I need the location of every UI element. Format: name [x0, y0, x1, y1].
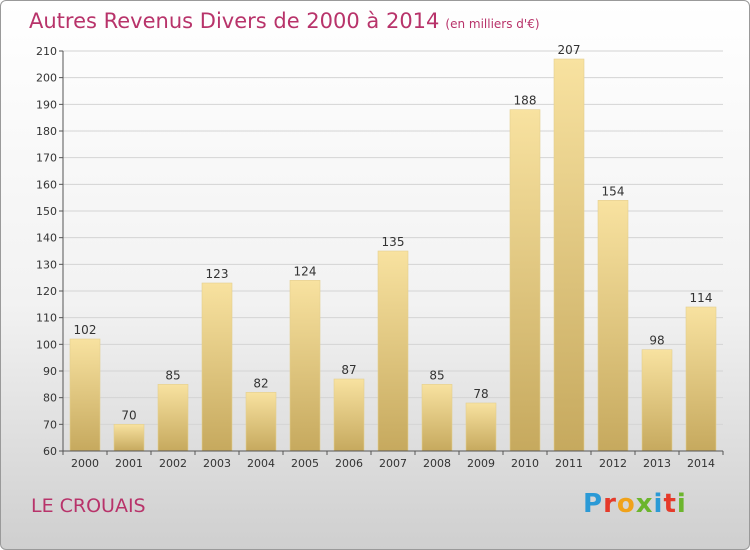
data-label-2005: 124: [294, 264, 317, 278]
logo-letter: o: [616, 489, 636, 519]
logo-letter: t: [663, 489, 677, 519]
bar-2014: [685, 306, 717, 452]
y-tick-label: 210: [36, 45, 57, 58]
x-tick-label-2004: 2004: [247, 457, 275, 470]
x-tick-label-2009: 2009: [467, 457, 495, 470]
chart-title: Autres Revenus Divers de 2000 à 2014 (en …: [29, 9, 540, 33]
logo-letter: x: [635, 489, 654, 519]
logo-letter: P: [583, 489, 604, 519]
logo-letter: i: [676, 489, 687, 519]
bar-2013: [641, 349, 673, 452]
x-tick-label-2001: 2001: [115, 457, 143, 470]
bars: 102 70 85 123 82 124 87 135 85 78 188 207 154 98 114: [69, 43, 717, 452]
x-tick-label-2008: 2008: [423, 457, 451, 470]
data-label-2003: 123: [206, 267, 229, 281]
y-axis: 60 70 80 90 100 110 120 130 140 150 160 170 180 190 20…: [36, 45, 64, 458]
data-label-2009: 78: [473, 387, 488, 401]
data-label-2014: 114: [690, 291, 713, 305]
y-tick-label: 150: [36, 205, 57, 218]
chart-title-text: Autres Revenus Divers de 2000 à 2014: [29, 9, 440, 33]
data-label-2002: 85: [165, 368, 180, 382]
x-tick-label-2003: 2003: [203, 457, 231, 470]
data-label-2006: 87: [341, 363, 356, 377]
y-tick-label: 80: [43, 392, 57, 405]
y-tick-label: 110: [36, 312, 57, 325]
data-label-2008: 85: [429, 368, 444, 382]
bar-2012: [597, 200, 629, 452]
x-tick-label-2010: 2010: [511, 457, 539, 470]
x-tick-label-2005: 2005: [291, 457, 319, 470]
y-tick-label: 180: [36, 125, 57, 138]
data-label-2004: 82: [253, 376, 268, 390]
bar-2010: [509, 109, 541, 452]
y-tick-label: 200: [36, 72, 57, 85]
data-label-2001: 70: [121, 408, 136, 422]
bar-2011: [553, 58, 585, 452]
data-label-2011: 207: [558, 43, 581, 57]
x-tick-label-2011: 2011: [555, 457, 583, 470]
y-tick-label: 60: [43, 445, 57, 458]
x-tick-label-2006: 2006: [335, 457, 363, 470]
bar-2008: [421, 384, 453, 452]
data-label-2012: 154: [602, 184, 625, 198]
x-tick-label-2000: 2000: [71, 457, 99, 470]
data-label-2000: 102: [74, 323, 97, 337]
bar-2002: [157, 384, 189, 452]
y-tick-label: 120: [36, 285, 57, 298]
bar-2000: [69, 338, 101, 452]
logo-letter: i: [653, 489, 664, 519]
bar-2003: [201, 282, 233, 452]
data-label-2013: 98: [649, 334, 664, 348]
x-axis: 2000 2001 2002 2003 2004 2005 2006 2007 2008 2009…: [62, 450, 724, 470]
y-tick-label: 190: [36, 98, 57, 111]
y-tick-label: 170: [36, 152, 57, 165]
bar-2009: [465, 402, 497, 452]
data-label-2007: 135: [382, 235, 405, 249]
y-tick-label: 140: [36, 232, 57, 245]
x-tick-label-2002: 2002: [159, 457, 187, 470]
y-tick-label: 160: [36, 178, 57, 191]
y-tick-label: 70: [43, 418, 57, 431]
logo-letter: r: [603, 489, 617, 519]
x-tick-label-2014: 2014: [687, 457, 715, 470]
y-tick-label: 130: [36, 258, 57, 271]
x-tick-label-2007: 2007: [379, 457, 407, 470]
bar-2004: [245, 392, 277, 452]
proxiti-logo[interactable]: Proxiti: [583, 489, 687, 519]
data-label-2010: 188: [514, 94, 537, 108]
bar-2001: [113, 424, 145, 452]
bar-2006: [333, 378, 365, 452]
chart-subtitle: (en milliers d'€): [445, 17, 540, 31]
x-tick-label-2012: 2012: [599, 457, 627, 470]
y-tick-label: 90: [43, 365, 57, 378]
bar-2007: [377, 250, 409, 452]
x-tick-label-2013: 2013: [643, 457, 671, 470]
y-tick-label: 100: [36, 338, 57, 351]
bar-2005: [289, 280, 321, 452]
location-label: LE CROUAIS: [31, 495, 146, 517]
